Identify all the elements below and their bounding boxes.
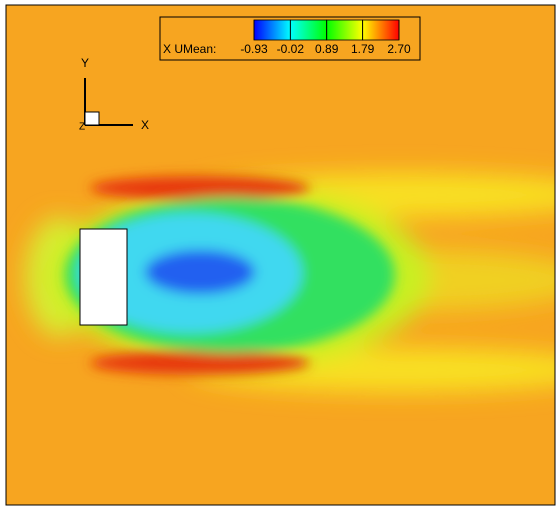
contour-field [6, 5, 555, 505]
axis-label: Z [79, 122, 85, 133]
colorbar-tick-label: 2.70 [387, 42, 411, 56]
legend-box [159, 16, 421, 61]
field-region [90, 351, 310, 375]
field-region [145, 250, 255, 294]
colorbar-tick-label: 1.79 [351, 42, 375, 56]
colorbar-tick-label: 0.89 [315, 42, 339, 56]
colorbar-segment [289, 19, 328, 41]
body [79, 228, 128, 326]
axis-label: X [141, 118, 149, 132]
colorbar-tick-label: -0.02 [277, 42, 305, 56]
axis-label: Y [81, 56, 89, 70]
legend-label: X UMean: [163, 42, 216, 56]
triad-z [84, 111, 100, 126]
colorbar-tick-label: -0.93 [240, 42, 268, 56]
plot-border [5, 4, 556, 506]
field-sharp [65, 176, 395, 375]
legend: X UMean: -0.93 -0.02 0.89 1.79 2.70 [159, 16, 421, 61]
axis-triad: Y X Z [79, 56, 149, 132]
colorbar-segment [326, 19, 364, 41]
colorbar-segment [253, 19, 291, 41]
field-region [90, 176, 310, 200]
colorbar-segment [362, 19, 400, 41]
